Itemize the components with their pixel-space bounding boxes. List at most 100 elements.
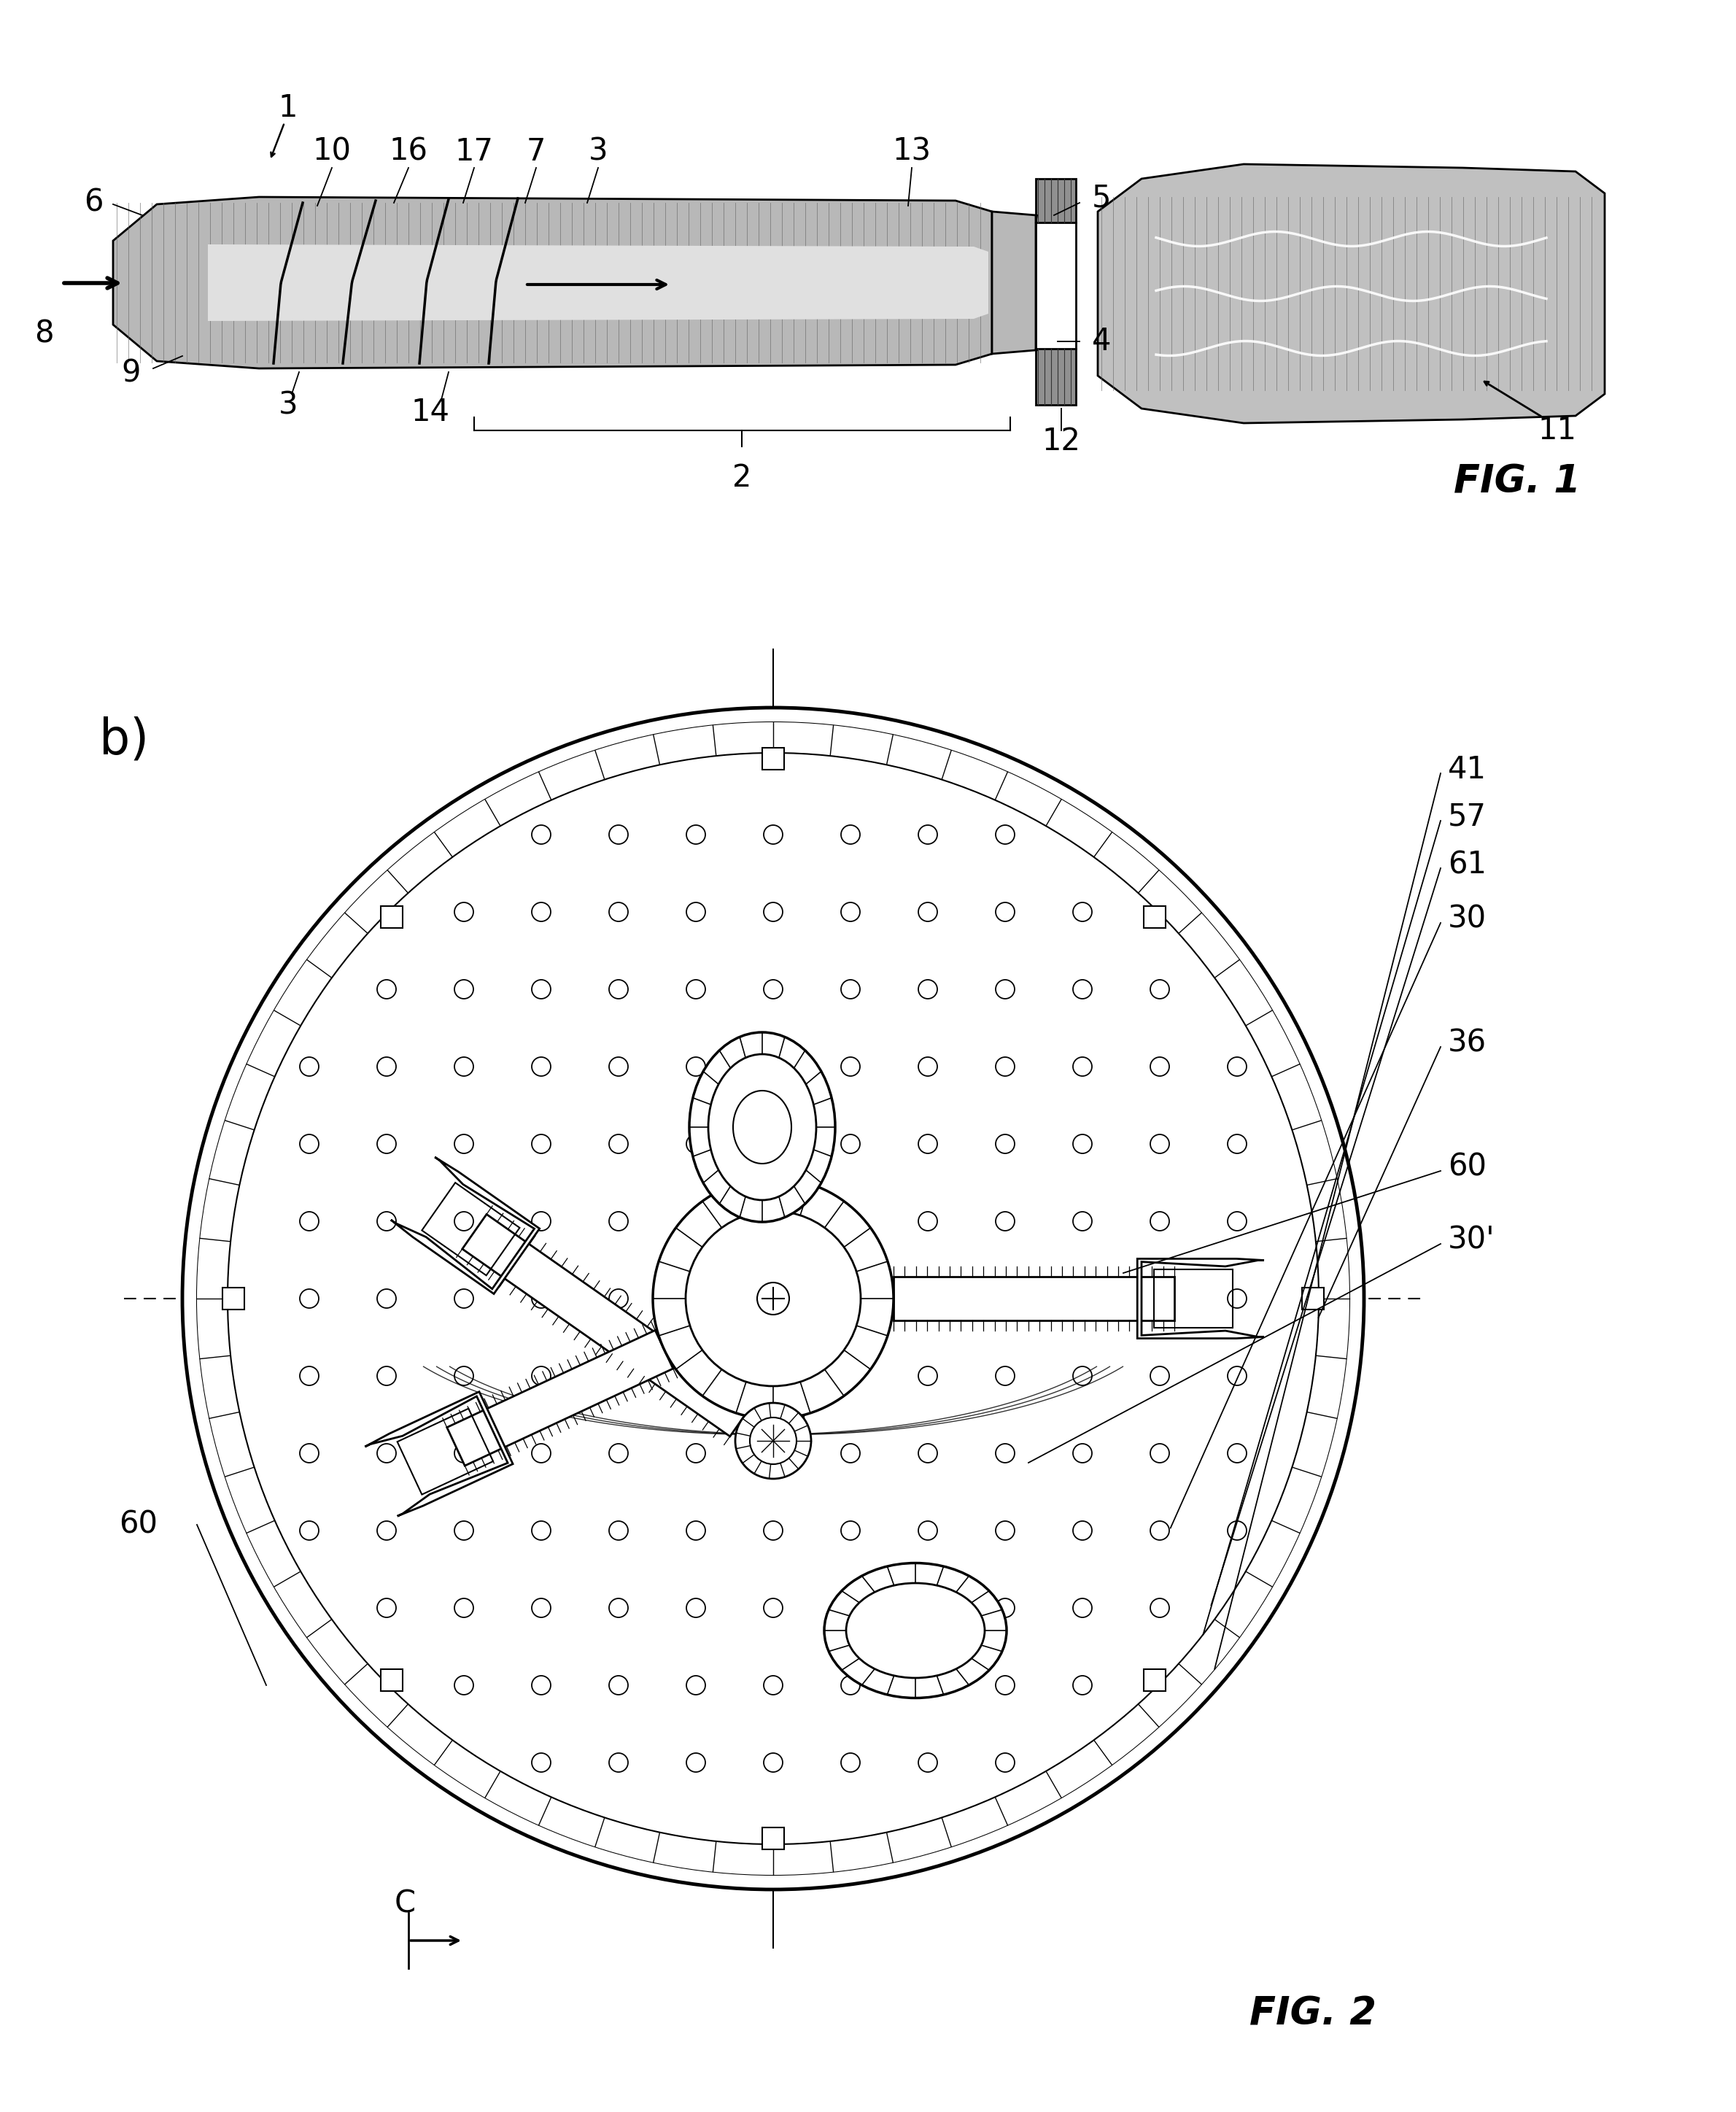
- Circle shape: [996, 1134, 1014, 1153]
- Circle shape: [1073, 1599, 1092, 1618]
- Circle shape: [609, 902, 628, 921]
- Circle shape: [1073, 902, 1092, 921]
- Circle shape: [686, 1675, 705, 1694]
- Circle shape: [996, 1521, 1014, 1540]
- Circle shape: [996, 980, 1014, 999]
- Circle shape: [1151, 1445, 1170, 1464]
- Circle shape: [300, 1288, 319, 1307]
- Circle shape: [653, 1178, 894, 1419]
- Circle shape: [455, 1521, 474, 1540]
- Polygon shape: [446, 1331, 674, 1466]
- Text: 4: 4: [1092, 325, 1111, 357]
- Circle shape: [531, 980, 550, 999]
- Bar: [222, 1288, 245, 1309]
- Text: 2: 2: [733, 463, 752, 494]
- Circle shape: [300, 1134, 319, 1153]
- Circle shape: [455, 980, 474, 999]
- Circle shape: [531, 1753, 550, 1772]
- Ellipse shape: [845, 1584, 984, 1677]
- Circle shape: [1227, 1366, 1246, 1385]
- Circle shape: [686, 1058, 705, 1075]
- Circle shape: [377, 1058, 396, 1075]
- Text: 1: 1: [278, 93, 299, 122]
- Circle shape: [1073, 1288, 1092, 1307]
- Text: 60: 60: [120, 1510, 158, 1540]
- Circle shape: [764, 902, 783, 921]
- Circle shape: [377, 1599, 396, 1618]
- Circle shape: [1151, 1599, 1170, 1618]
- Circle shape: [455, 1058, 474, 1075]
- Text: 5: 5: [1092, 184, 1111, 213]
- Circle shape: [840, 826, 859, 845]
- Circle shape: [686, 1210, 861, 1385]
- Circle shape: [736, 1402, 811, 1478]
- Text: 14: 14: [411, 397, 450, 427]
- Circle shape: [531, 826, 550, 845]
- Polygon shape: [365, 1392, 512, 1516]
- Circle shape: [300, 1366, 319, 1385]
- Circle shape: [686, 826, 705, 845]
- Polygon shape: [1097, 165, 1604, 422]
- Circle shape: [196, 722, 1349, 1875]
- Circle shape: [918, 1445, 937, 1464]
- Circle shape: [918, 1675, 937, 1694]
- Text: 16: 16: [389, 137, 427, 167]
- Circle shape: [377, 1134, 396, 1153]
- Circle shape: [377, 1288, 396, 1307]
- Circle shape: [377, 980, 396, 999]
- Circle shape: [996, 1366, 1014, 1385]
- Circle shape: [918, 1134, 937, 1153]
- Bar: [1144, 906, 1167, 927]
- Circle shape: [1151, 1212, 1170, 1231]
- Polygon shape: [113, 196, 991, 367]
- Circle shape: [300, 1212, 319, 1231]
- Bar: [762, 748, 785, 769]
- Circle shape: [686, 1521, 705, 1540]
- Circle shape: [918, 1288, 937, 1307]
- Circle shape: [686, 1599, 705, 1618]
- Text: 9: 9: [122, 359, 141, 389]
- Circle shape: [531, 1366, 550, 1385]
- Text: 61: 61: [1448, 849, 1486, 881]
- Polygon shape: [894, 1276, 1174, 1320]
- Circle shape: [686, 1445, 705, 1464]
- Circle shape: [764, 1058, 783, 1075]
- Circle shape: [531, 1212, 550, 1231]
- Circle shape: [840, 980, 859, 999]
- Circle shape: [1227, 1134, 1246, 1153]
- Bar: [1144, 1668, 1167, 1692]
- Circle shape: [840, 1134, 859, 1153]
- Circle shape: [1151, 980, 1170, 999]
- Circle shape: [764, 826, 783, 845]
- Text: FIG. 1: FIG. 1: [1453, 463, 1581, 501]
- Circle shape: [377, 1521, 396, 1540]
- Circle shape: [300, 1521, 319, 1540]
- Circle shape: [300, 1445, 319, 1464]
- Text: 60: 60: [1448, 1151, 1486, 1183]
- Circle shape: [1227, 1288, 1246, 1307]
- Text: 57: 57: [1448, 803, 1486, 832]
- Circle shape: [1073, 1521, 1092, 1540]
- Circle shape: [609, 1288, 628, 1307]
- Text: 11: 11: [1538, 416, 1576, 446]
- Circle shape: [531, 1058, 550, 1075]
- Text: 17: 17: [455, 137, 493, 167]
- Circle shape: [764, 1445, 783, 1464]
- Bar: [762, 1827, 785, 1850]
- Circle shape: [1073, 1675, 1092, 1694]
- Circle shape: [764, 1753, 783, 1772]
- Polygon shape: [1036, 180, 1076, 222]
- Circle shape: [455, 1134, 474, 1153]
- Circle shape: [996, 1212, 1014, 1231]
- Polygon shape: [391, 1157, 540, 1295]
- Circle shape: [609, 980, 628, 999]
- Text: 13: 13: [892, 137, 930, 167]
- Text: FIG. 2: FIG. 2: [1250, 1994, 1377, 2032]
- Circle shape: [1227, 1212, 1246, 1231]
- Circle shape: [300, 1058, 319, 1075]
- Circle shape: [609, 1134, 628, 1153]
- Text: 41: 41: [1448, 754, 1486, 786]
- Circle shape: [531, 1675, 550, 1694]
- Circle shape: [455, 1445, 474, 1464]
- Circle shape: [609, 1599, 628, 1618]
